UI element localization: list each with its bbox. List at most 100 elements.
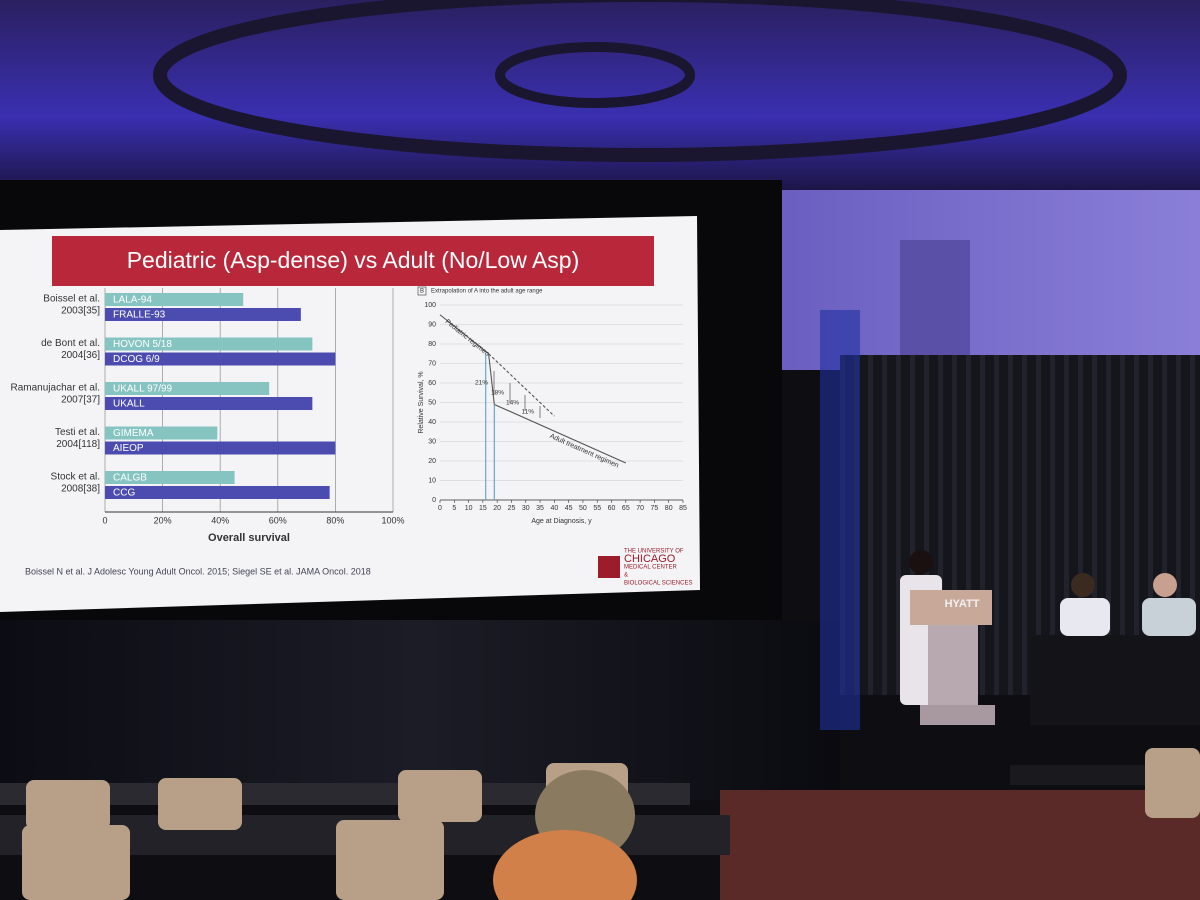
y-tick-label: 40 (428, 419, 436, 426)
bar (105, 382, 270, 395)
table (1010, 765, 1150, 785)
group-label: de Bont et al. (41, 338, 100, 349)
y-tick-label: 70 (428, 360, 436, 367)
group-label: 2004[36] (61, 350, 100, 361)
podium-base (920, 705, 995, 725)
panelist-body (1060, 598, 1110, 636)
logo-text: THE UNIVERSITY OF (624, 549, 684, 555)
x-tick-label: 25 (508, 505, 516, 512)
podium-top (910, 590, 992, 625)
podium-stand (928, 625, 978, 710)
group-label: Stock et al. (51, 472, 100, 483)
panel-label: B (420, 289, 424, 295)
panelist-head (1071, 573, 1095, 597)
panel-box (417, 286, 427, 296)
annotation: 21% (475, 380, 488, 387)
podium-logo: HYATT (945, 598, 980, 610)
x-tick-label: 40% (211, 515, 229, 525)
bar (105, 397, 313, 410)
group-label: Testi et al. (55, 427, 100, 438)
x-tick-label: 15 (479, 505, 487, 512)
x-tick-label: 35 (536, 505, 544, 512)
annotation: 18% (491, 390, 504, 397)
x-tick-label: 55 (593, 505, 601, 512)
chair (398, 770, 482, 822)
bar (105, 352, 336, 366)
bar (105, 426, 218, 440)
panelist-head (1153, 573, 1177, 597)
x-tick-label: 30 (522, 505, 530, 512)
slide-title: Pediatric (Asp-dense) vs Adult (No/Low A… (127, 247, 580, 273)
bar-label: AIEOP (113, 443, 144, 454)
bar-label: LALA-94 (113, 295, 152, 306)
group-label: Boissel et al. (43, 294, 100, 305)
bar-label: CCG (113, 488, 135, 499)
bar (105, 293, 244, 306)
logo-text: BIOLOGICAL SCIENCES (624, 581, 692, 587)
bar-label: GIMEMA (113, 428, 154, 439)
x-tick-label: 0 (102, 515, 107, 525)
doorway (900, 240, 970, 360)
y-tick-label: 30 (428, 438, 436, 445)
line (439, 314, 489, 355)
bar (105, 441, 336, 455)
chandelier-ring (153, 0, 1127, 162)
chandelier-ring (495, 42, 695, 108)
x-tick-label: 60% (269, 515, 287, 525)
line (488, 353, 555, 417)
y-tick-label: 60 (428, 380, 436, 387)
chart-title: Extrapolation of A into the adult age ra… (431, 289, 543, 295)
y-tick-label: 100 (424, 302, 436, 309)
logo-text: CHICAGO (624, 553, 676, 565)
x-tick-label: 45 (565, 505, 573, 512)
carpet (720, 790, 1200, 900)
chair (158, 778, 242, 830)
chair (1145, 748, 1200, 818)
y-tick-label: 90 (428, 321, 436, 328)
bar (105, 471, 235, 484)
x-tick-label: 85 (679, 505, 687, 512)
x-tick-label: 40 (550, 505, 558, 512)
chair (336, 820, 444, 900)
y-tick-label: 80 (428, 341, 436, 348)
x-tick-label: 0 (438, 505, 442, 512)
x-tick-label: 20% (154, 515, 172, 525)
bar-label: DCOG 6/9 (113, 354, 160, 365)
chair (26, 780, 110, 830)
title-bar (52, 236, 654, 286)
audience-head (493, 830, 637, 900)
logo-text: MEDICAL CENTER (624, 565, 677, 571)
slide: Pediatric (Asp-dense) vs Adult (No/Low A… (0, 216, 700, 612)
bar (105, 308, 301, 321)
x-tick-label: 10 (465, 505, 473, 512)
x-tick-label: 80% (326, 515, 344, 525)
blue-light (820, 310, 860, 730)
bar-label: UKALL (113, 399, 145, 410)
x-tick-label: 65 (622, 505, 630, 512)
x-tick-label: 20 (493, 505, 501, 512)
panelist-body (1142, 598, 1196, 636)
group-label: 2007[37] (61, 395, 100, 406)
annotation: 14% (506, 400, 519, 407)
group-label: Ramanujachar et al. (11, 383, 101, 394)
group-label: 2008[38] (61, 484, 100, 495)
bar (105, 337, 313, 351)
x-tick-label: 75 (651, 505, 659, 512)
group-label: 2003[35] (61, 306, 100, 317)
y-tick-label: 0 (432, 497, 436, 504)
y-axis-label: Relative Survival, % (418, 371, 425, 433)
citation: Boissel N et al. J Adolesc Young Adult O… (25, 566, 371, 576)
x-tick-label: 80 (665, 505, 673, 512)
y-tick-label: 10 (428, 477, 436, 484)
x-tick-label: 5 (452, 505, 456, 512)
y-tick-label: 50 (428, 399, 436, 406)
x-tick-label: 50 (579, 505, 587, 512)
logo-shield (598, 556, 620, 578)
y-tick-label: 20 (428, 458, 436, 465)
x-tick-label: 60 (608, 505, 616, 512)
bar-label: FRALLE-93 (113, 310, 166, 321)
logo-text: & (624, 573, 628, 579)
bar-label: CALGB (113, 473, 147, 484)
